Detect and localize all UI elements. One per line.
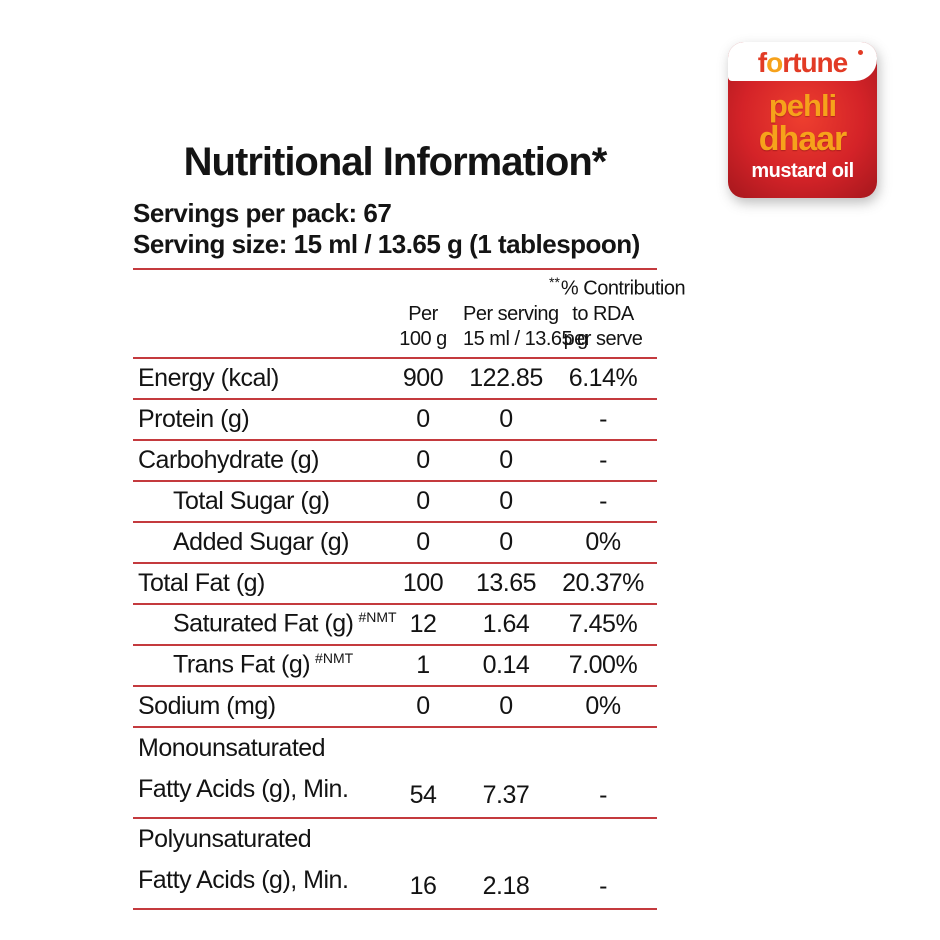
cell-perServing: 1.64: [463, 603, 549, 646]
serving-info: Servings per pack: 67 Serving size: 15 m…: [133, 198, 657, 260]
cell-per100: 54: [383, 726, 463, 819]
table-row: Monounsaturated Fatty Acids (g), Min. 54 7.…: [133, 726, 657, 819]
cell-per100: 0: [383, 521, 463, 564]
nutrition-table-body: Energy (kcal) 900 122.85 6.14% Protein (g) 0 0…: [133, 357, 657, 910]
cell-nutrient-name: Monounsaturated Fatty Acids (g), Min.: [133, 726, 383, 819]
cell-per100: 12: [383, 603, 463, 646]
cell-perServing: 0: [463, 521, 549, 564]
table-row: Polyunsaturated Fatty Acids (g), Min. 16 2.…: [133, 817, 657, 910]
cell-perServing: 7.37: [463, 726, 549, 819]
fortune-wordmark: fortune: [757, 46, 848, 78]
cell-rda: 6.14%: [549, 357, 657, 400]
header-cell-nutrient: [133, 269, 383, 359]
cell-per100: 100: [383, 562, 463, 605]
cell-rda: -: [549, 398, 657, 441]
table-row: Carbohydrate (g) 0 0-: [133, 439, 657, 482]
cell-nutrient-name: Sodium (mg): [133, 685, 383, 728]
nutrition-panel: Nutritional Information* Servings per pa…: [133, 138, 686, 910]
cell-rda: 0%: [549, 685, 657, 728]
cell-rda: -: [549, 817, 657, 910]
page-title: Nutritional Information*: [183, 140, 608, 184]
cell-perServing: 122.85: [463, 357, 549, 400]
cell-rda: -: [549, 726, 657, 819]
cell-nutrient-name: Energy (kcal): [133, 357, 383, 400]
table-row: Total Fat (g) 100 13.65 20.37%: [133, 562, 657, 605]
cell-per100: 0: [383, 480, 463, 523]
cell-per100: 0: [383, 398, 463, 441]
header-cell-rda: **% Contribution to RDA per serve: [549, 269, 686, 359]
cell-perServing: 0: [463, 439, 549, 482]
cell-nutrient-name: Protein (g): [133, 398, 383, 441]
cell-perServing: 0: [463, 398, 549, 441]
fortune-logo-band: fortune: [728, 42, 877, 81]
cell-perServing: 0: [463, 685, 549, 728]
serving-size: Serving size: 15 ml / 13.65 g (1 tablesp…: [133, 229, 640, 259]
cell-nutrient-name: Saturated Fat (g) #NMT: [133, 603, 397, 646]
cell-nutrient-name: Trans Fat (g) #NMT: [133, 644, 383, 687]
fortune-logo: fortune pehli dhaar mustard oil: [728, 42, 877, 198]
table-row: Sodium (mg) 0 0 0%: [133, 685, 657, 728]
cell-rda: -: [549, 439, 657, 482]
table-row: Protein (g) 0 0-: [133, 398, 657, 441]
cell-rda: 0%: [549, 521, 657, 564]
table-row: Total Sugar (g) 0 0-: [133, 480, 657, 523]
servings-per-pack: Servings per pack: 67: [133, 198, 392, 228]
cell-per100: 0: [383, 685, 463, 728]
cell-per100: 1: [383, 644, 463, 687]
cell-perServing: 13.65: [463, 562, 549, 605]
cell-rda: 20.37%: [549, 562, 657, 605]
cell-per100: 0: [383, 439, 463, 482]
cell-rda: -: [549, 480, 657, 523]
dhaar-text: dhaar: [758, 120, 848, 158]
table-row: Energy (kcal) 900 122.85 6.14%: [133, 357, 657, 400]
cell-per100: 900: [383, 357, 463, 400]
table-row: Saturated Fat (g) #NMT 12 1.64 7.45%: [133, 603, 657, 646]
trademark-dot-icon: [858, 50, 863, 55]
cell-rda: 7.45%: [549, 603, 657, 646]
table-row: Trans Fat (g) #NMT 1 0.14 7.00%: [133, 644, 657, 687]
table-row: Added Sugar (g) 0 0 0%: [133, 521, 657, 564]
cell-perServing: 0: [463, 480, 549, 523]
header-cell-per100: Per 100 g: [383, 269, 463, 359]
nutrition-table: Per 100 g Per serving 15 ml / 13.65 g **% Co…: [133, 268, 686, 910]
cell-perServing: 2.18: [463, 817, 549, 910]
cell-per100: 16: [383, 817, 463, 910]
cell-rda: 7.00%: [549, 644, 657, 687]
cell-nutrient-name: Total Sugar (g): [133, 480, 383, 523]
table-header-row: Per 100 g Per serving 15 ml / 13.65 g **% Co…: [133, 269, 686, 359]
cell-nutrient-name: Added Sugar (g): [133, 521, 383, 564]
cell-perServing: 0.14: [463, 644, 549, 687]
cell-nutrient-name: Carbohydrate (g): [133, 439, 383, 482]
cell-nutrient-name: Total Fat (g): [133, 562, 383, 605]
mustard-oil-text: mustard oil: [751, 160, 854, 182]
cell-nutrient-name: Polyunsaturated Fatty Acids (g), Min.: [133, 817, 383, 910]
pehli-text: pehli: [768, 88, 837, 123]
header-cell-perServing: Per serving 15 ml / 13.65 g: [463, 269, 588, 359]
